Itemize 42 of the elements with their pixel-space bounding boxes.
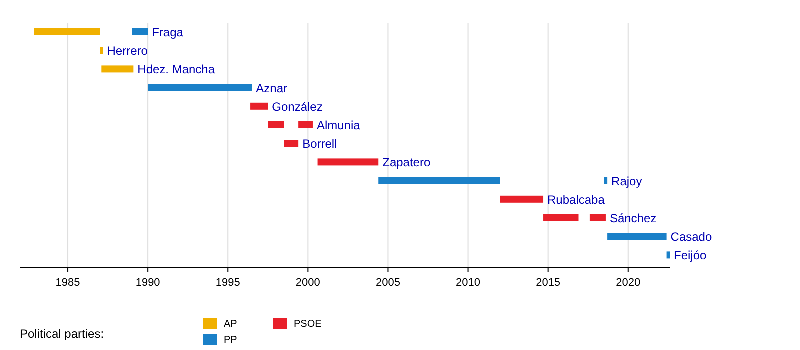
x-tick-label: 1990 [136,277,160,289]
bar [298,122,313,128]
y-tick-label: Aznar [256,81,288,96]
bar [102,66,134,73]
x-tick-label: 2010 [456,277,481,289]
x-tick-label: 2000 [296,277,320,289]
y-tick-label: Almunia [316,118,361,132]
x-tick-label: 1995 [216,277,240,289]
y-tick-label: Rubalcaba [548,192,606,207]
bar [250,102,268,110]
bar [666,252,670,259]
bar [378,177,500,184]
bar [268,122,284,128]
bar [500,196,544,203]
y-tick-label: Hdez. Mancha [138,62,216,77]
bar [544,214,579,222]
legend-label: PSOE [294,319,322,330]
legend-title: Political parties: [20,327,104,341]
y-tick-label: Feijóo [674,248,708,263]
bar [608,233,667,240]
y-tick-label: Rajoy [612,174,642,188]
x-tick-label: 1985 [56,277,80,289]
y-tick-label: Herrero [107,44,148,58]
x-tick-label: 2015 [536,277,561,289]
x-tick-label: 2005 [376,277,400,289]
y-tick-label: Casado [670,230,712,244]
bar [604,177,608,184]
legend-label: AP [224,319,238,330]
legend-label: PP [224,335,238,346]
bar [132,28,148,36]
bar [284,140,299,148]
bar [34,28,100,36]
y-tick-label: Zapatero [382,156,431,170]
y-tick-label: González [272,100,323,114]
bar [590,214,606,222]
bar [100,47,104,54]
y-tick-label: Sánchez [610,212,657,226]
x-tick-label: 2020 [616,277,641,289]
y-tick-label: Fraga [152,26,184,40]
bar [318,158,379,166]
y-tick-label: Borrell [302,137,338,152]
bar [148,84,252,92]
